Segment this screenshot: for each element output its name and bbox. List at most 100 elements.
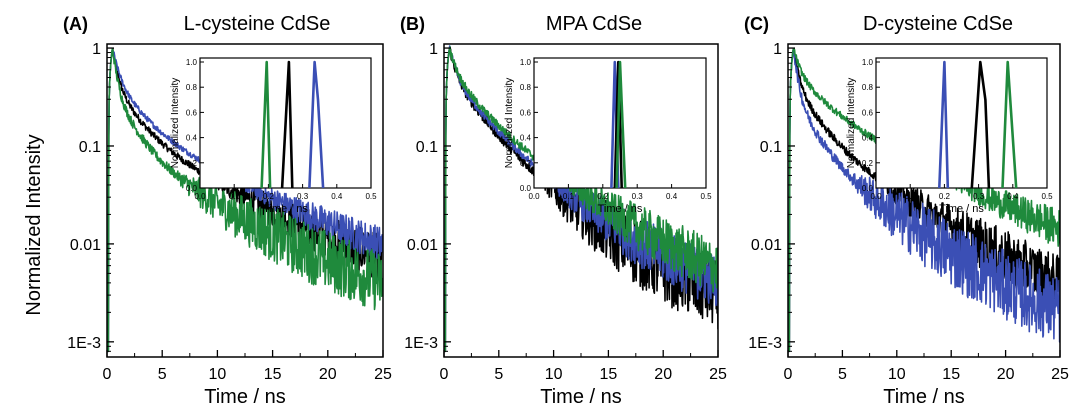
inset-x-tick-label: 0.3 [297,192,309,201]
inset-y-tick-label: 0.8 [186,83,198,92]
panel-1: 0 5 10 15 20 25 1 0.1 0.01 1E-3 Time / ns L-cystein… [63,13,392,408]
inset-2: 0.0 0.1 0.2 0.3 0.4 0.5 0.0 0.2 0.4 0.6 0.8 1.0 Time… [504,57,712,215]
inset-y-tick-label: 0.6 [186,108,198,117]
inset-y-tick-label: 0.4 [862,134,874,143]
inset-x-tick-label: 0.0 [870,192,882,201]
y-tick-label: 1 [429,41,438,58]
x-tick-label: 15 [942,366,960,383]
inset-y-tick-label: 0.6 [520,108,532,117]
x-tick-label: 0 [440,366,449,383]
global-y-axis-label: Normalized Intensity [23,134,45,315]
inset-x-tick-label: 0.5 [700,192,712,201]
inset-x-tick-label: 0.2 [597,192,609,201]
y-tick-label: 0.01 [70,237,101,254]
inset-x-tick-label: 0.1 [563,192,575,201]
x-axis-label: Time / ns [883,386,965,408]
inset-y-tick-label: 0.2 [520,159,532,168]
x-tick-label: 25 [374,366,392,383]
y-tick-label: 0.01 [751,237,782,254]
inset-x-tick-label: 0.1 [229,192,241,201]
x-tick-label: 5 [158,366,167,383]
y-tick-label: 0.1 [416,139,438,156]
x-tick-label: 25 [1051,366,1069,383]
inset-peak-blue [308,60,325,189]
x-axis-label: Time / ns [204,386,286,408]
x-axis-label: Time / ns [540,386,622,408]
x-tick-label: 25 [709,366,727,383]
panel-title: D-cysteine CdSe [863,13,1013,35]
series-blue [788,48,1060,353]
inset-y-tick-label: 0.0 [520,184,532,193]
inset-y-tick-label: 1.0 [186,58,198,67]
inset-x-tick-label: 0.4 [331,192,343,201]
inset-x-tick-label: 0.4 [666,192,678,201]
inset-x-tick-label: 0.0 [528,192,540,201]
inset-x-tick-label: 0.0 [194,192,206,201]
x-tick-label: 5 [838,366,847,383]
inset-peak-green [260,60,272,189]
panel-title: MPA CdSe [546,13,642,35]
series-green [107,48,383,353]
inset-y-axis-label: Normalized Intensity [504,78,515,169]
inset-y-tick-label: 1.0 [862,58,874,67]
y-tick-label: 0.1 [79,139,101,156]
inset-x-tick-label: 0.1 [905,192,917,201]
inset-y-tick-label: 1.0 [520,58,532,67]
x-tick-label: 20 [319,366,337,383]
inset-x-tick-label: 0.5 [1041,192,1053,201]
y-tick-label: 0.1 [760,139,782,156]
y-tick-label: 1E-3 [404,335,438,352]
panel-3: 0 5 10 15 20 25 1 0.1 0.01 1E-3 Time / ns D-cystein… [744,13,1069,408]
inset-y-tick-label: 0.2 [186,159,198,168]
inset-y-tick-label: 0.4 [186,134,198,143]
y-tick-label: 1 [773,41,782,58]
x-tick-label: 5 [494,366,503,383]
inset-peak-green [615,60,627,189]
panel-letter: (C) [744,14,769,34]
x-tick-label: 15 [264,366,282,383]
series-blue [444,45,718,353]
inset-y-tick-label: 0.8 [520,83,532,92]
inset-x-axis-label: Time / ns [263,203,308,215]
inset-x-axis-label: Time / ns [598,203,643,215]
x-tick-label: 0 [784,366,793,383]
x-tick-label: 15 [600,366,618,383]
inset-y-axis-label: Normalized Intensity [846,78,857,169]
inset-peak-black [970,60,991,189]
inset-3: 0.0 0.1 0.2 0.3 0.4 0.5 0.0 0.2 0.4 0.6 0.8 1.0 Time… [846,57,1053,215]
inset-peak-black [280,60,294,189]
inset-y-tick-label: 0.8 [862,83,874,92]
panel-2: 0 5 10 15 20 25 1 0.1 0.01 1E-3 Time / ns MPA CdSe (… [400,13,727,408]
inset-frame [875,57,1048,189]
panel-letter: (B) [400,14,425,34]
inset-x-tick-label: 0.3 [632,192,644,201]
x-tick-label: 10 [209,366,227,383]
inset-peak-green [1001,60,1018,189]
series-green [444,46,718,353]
x-tick-label: 10 [888,366,906,383]
inset-y-axis-label: Normalized Intensity [170,78,181,169]
x-tick-label: 20 [654,366,672,383]
inset-y-tick-label: 0.2 [862,159,874,168]
x-tick-label: 20 [997,366,1015,383]
y-tick-label: 0.01 [407,237,438,254]
inset-x-tick-label: 0.2 [939,192,951,201]
inset-x-axis-label: Time / ns [939,203,984,215]
inset-y-tick-label: 0.6 [862,108,874,117]
y-tick-label: 1 [92,41,101,58]
inset-x-tick-label: 0.3 [973,192,985,201]
inset-y-tick-label: 0.0 [862,184,874,193]
inset-peak-black [613,60,623,189]
inset-y-tick-label: 0.0 [186,184,198,193]
x-tick-label: 0 [103,366,112,383]
panel-letter: (A) [63,14,88,34]
y-tick-label: 1E-3 [748,335,782,352]
x-tick-label: 10 [545,366,563,383]
inset-y-tick-label: 0.4 [520,134,532,143]
panel-title: L-cysteine CdSe [184,13,331,35]
y-tick-label: 1E-3 [67,335,101,352]
inset-1: 0.0 0.1 0.2 0.3 0.4 0.5 0.0 0.2 0.4 0.6 0.8 1.0 Time… [170,57,377,215]
inset-peak-blue [938,60,950,189]
inset-x-tick-label: 0.4 [1007,192,1019,201]
